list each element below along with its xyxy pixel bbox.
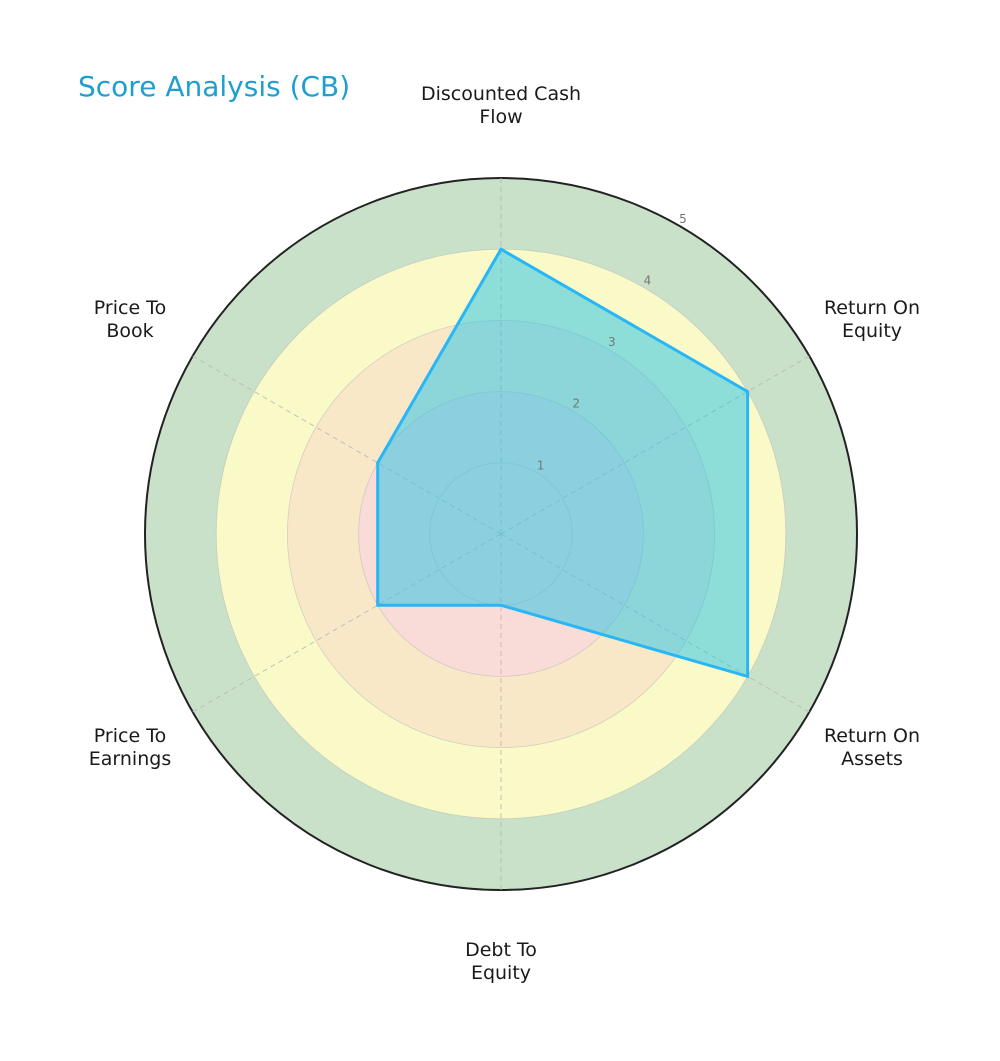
r-tick-label: 4	[644, 273, 652, 287]
axis-label-return-on-assets: Return On Assets	[823, 725, 921, 770]
axis-label-price-to-book: Price To Book	[93, 297, 167, 342]
chart-title: Score Analysis (CB)	[78, 70, 351, 103]
r-tick-label: 1	[537, 458, 545, 472]
axis-label-debt-to-equity: Debt To Equity	[465, 939, 537, 984]
r-tick-label: 3	[608, 335, 616, 349]
r-tick-label: 5	[679, 212, 687, 226]
r-tick-label: 2	[572, 397, 580, 411]
series-polygon-cb	[376, 247, 750, 679]
data-polygon	[376, 247, 750, 679]
axis-label-return-on-equity: Return On Equity	[823, 297, 921, 342]
axis-label-discounted-cash-flow: Discounted Cash Flow	[420, 83, 582, 128]
radial-tick-labels: 1 2 3 4 5	[537, 212, 687, 473]
axis-label-price-to-earnings: Price To Earnings	[88, 725, 172, 770]
